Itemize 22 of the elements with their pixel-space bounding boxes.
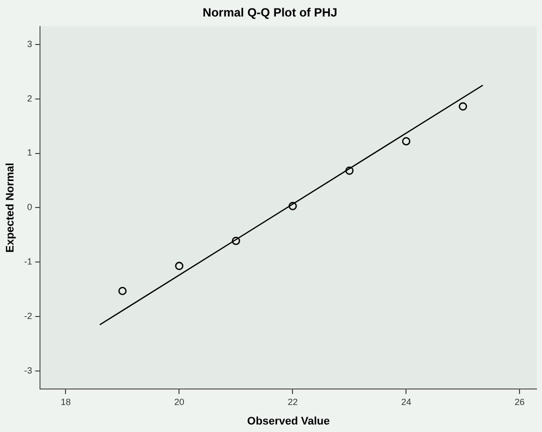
y-tick-label: 0 xyxy=(27,202,32,212)
x-tick-label: 20 xyxy=(174,396,184,407)
x-tick-label: 22 xyxy=(288,396,298,407)
x-axis-title: Observed Value xyxy=(247,415,330,428)
point xyxy=(402,137,410,146)
y-tick-label: 1 xyxy=(27,148,32,158)
x-tick-label: 18 xyxy=(60,396,71,407)
point xyxy=(288,202,297,210)
point xyxy=(118,286,127,296)
y-tick-label: 3 xyxy=(27,38,32,49)
x-tick-label: 26 xyxy=(514,396,525,407)
point xyxy=(232,236,240,246)
point xyxy=(345,166,354,175)
y-tick-label: 2 xyxy=(27,93,32,104)
y-tick-label: -3 xyxy=(24,366,32,376)
chart-title: Normal Q-Q Plot of PHJ xyxy=(202,6,338,20)
y-tick-label: -1 xyxy=(24,256,32,267)
x-tick-label: 24 xyxy=(401,396,412,407)
point xyxy=(458,102,468,111)
y-axis-title: Expected Normal xyxy=(4,162,17,253)
y-tick-label: -2 xyxy=(24,311,32,322)
point xyxy=(175,262,184,270)
